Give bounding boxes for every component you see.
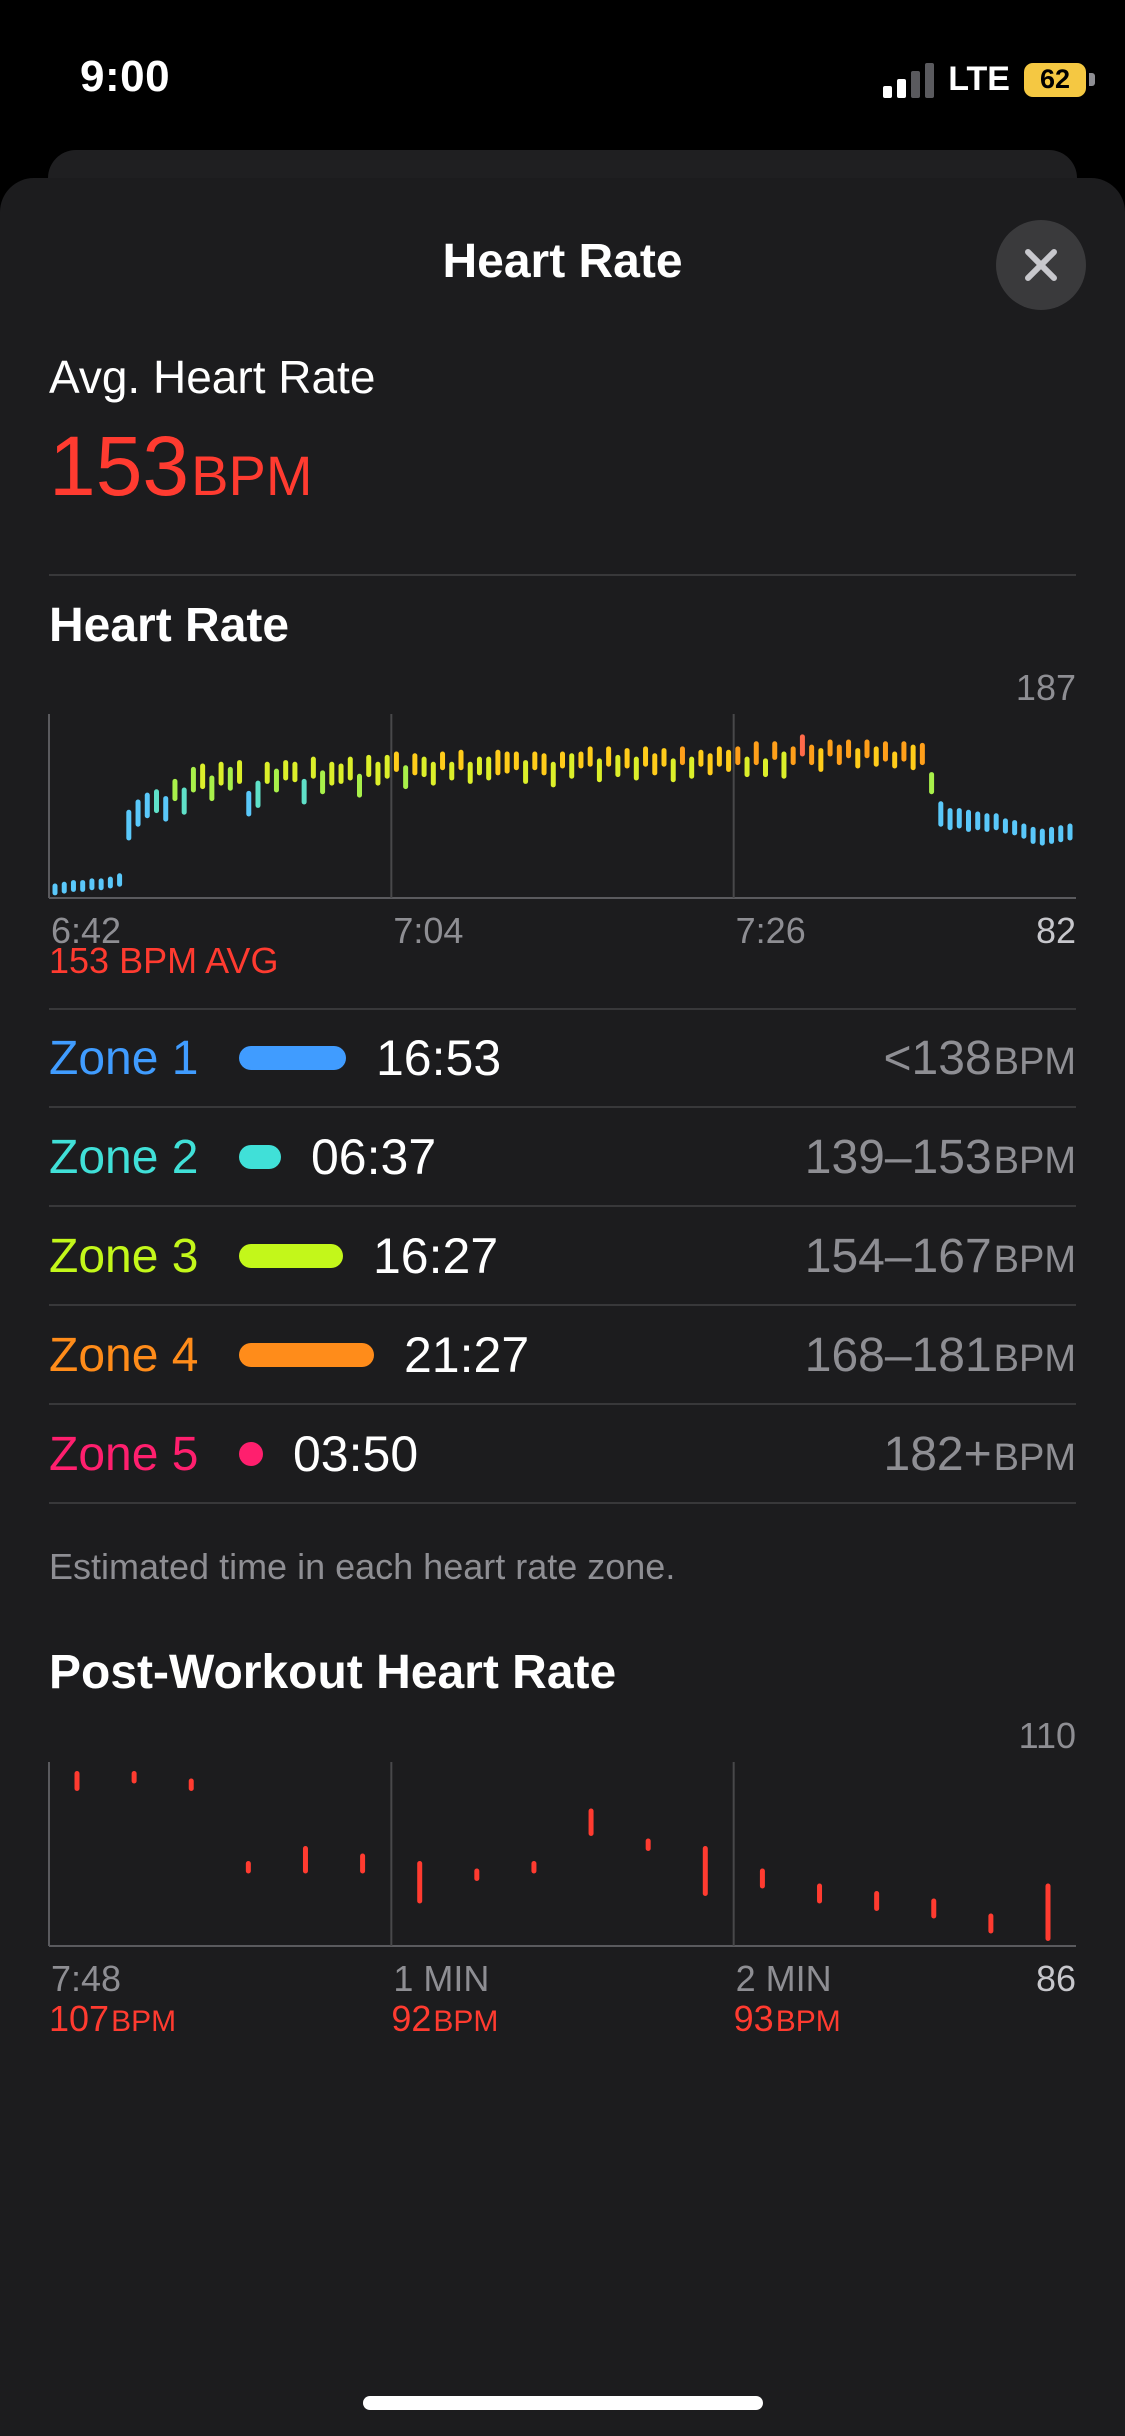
- status-time: 9:00: [80, 52, 171, 101]
- zone-time: 16:53: [376, 1030, 502, 1086]
- battery-level: 62: [1024, 62, 1086, 97]
- avg-caption: 153 BPM AVG: [49, 940, 279, 981]
- zone-row: Zone 4 21:27 168–181 BPM: [49, 1307, 1076, 1405]
- zone-range-unit: BPM: [993, 1238, 1076, 1281]
- status-indicators: LTE 62: [883, 60, 1095, 99]
- zone-name: Zone 3: [49, 1229, 199, 1283]
- zone-time: 06:37: [311, 1129, 437, 1185]
- divider: [49, 574, 1076, 576]
- y-max-label: 187: [1016, 667, 1076, 708]
- zone-bar: [239, 1442, 263, 1466]
- close-button[interactable]: [996, 220, 1086, 310]
- post-workout-title: Post-Workout Heart Rate: [49, 1646, 617, 1699]
- x-tick-label: 2 MIN: [736, 1958, 832, 1999]
- zone-range: 182+ BPM: [884, 1427, 1076, 1482]
- zone-range: 154–167 BPM: [805, 1229, 1076, 1284]
- zone-bar: [239, 1244, 343, 1268]
- status-bar: 9:00 LTE 62: [0, 0, 1125, 150]
- reading-value: 93: [733, 1998, 774, 2039]
- zone-range: 139–153 BPM: [805, 1130, 1076, 1185]
- close-icon: [1025, 249, 1057, 281]
- post-workout-reading: 93 BPM: [734, 1998, 841, 2040]
- zone-time: 03:50: [293, 1426, 419, 1482]
- zone-time: 21:27: [404, 1327, 530, 1383]
- avg-heart-rate-number: 153: [49, 419, 190, 513]
- zone-bar: [239, 1046, 346, 1070]
- zone-range: 168–181 BPM: [805, 1328, 1076, 1383]
- zone-name: Zone 1: [49, 1031, 199, 1085]
- zone-range-value: 139–153: [804, 1130, 992, 1184]
- zone-note: Estimated time in each heart rate zone.: [49, 1546, 676, 1587]
- sheet-title: Heart Rate: [442, 235, 683, 288]
- post-workout-chart: 110 86 7:48 1 MIN 2 MIN: [48, 1715, 1076, 1999]
- battery-icon: 62: [1024, 62, 1095, 97]
- heart-rate-sheet: Heart Rate Avg. Heart Rate 153 BPM Heart…: [0, 178, 1125, 2436]
- zone-range-unit: BPM: [993, 1040, 1076, 1083]
- zone-range-value: 182+: [883, 1427, 992, 1481]
- post-workout-reading: 107 BPM: [49, 1998, 176, 2040]
- post-workout-reading: 92 BPM: [391, 1998, 498, 2040]
- reading-unit: BPM: [775, 2005, 841, 2038]
- zone-row: Zone 1 16:53 <138 BPM: [49, 1010, 1076, 1108]
- reading-value: 92: [391, 1998, 432, 2039]
- zone-row: Zone 5 03:50 182+ BPM: [49, 1406, 1076, 1504]
- network-type: LTE: [948, 60, 1010, 98]
- avg-heart-rate-unit: BPM: [191, 444, 313, 507]
- divider: [49, 1008, 1076, 1010]
- zone-row: Zone 2 06:37 139–153 BPM: [49, 1109, 1076, 1207]
- zone-row: Zone 3 16:27 154–167 BPM: [49, 1208, 1076, 1306]
- zone-range-value: 154–167: [804, 1229, 992, 1283]
- zone-range-unit: BPM: [993, 1139, 1076, 1182]
- x-tick-label: 7:26: [736, 910, 806, 951]
- avg-heart-rate-value: 153 BPM: [49, 418, 313, 515]
- zone-range-unit: BPM: [993, 1337, 1076, 1380]
- x-tick-label: 7:04: [393, 910, 463, 951]
- reading-unit: BPM: [111, 2005, 177, 2038]
- zone-name: Zone 5: [49, 1427, 199, 1481]
- heart-rate-chart: 187 82 6:42 7:04 7:26: [48, 667, 1076, 951]
- zone-name: Zone 2: [49, 1130, 199, 1184]
- reading-unit: BPM: [433, 2005, 499, 2038]
- reading-value: 107: [49, 1998, 110, 2039]
- zone-range-unit: BPM: [993, 1436, 1076, 1479]
- cellular-signal-icon: [883, 62, 935, 98]
- home-indicator[interactable]: [363, 2396, 763, 2410]
- heart-rate-chart-title: Heart Rate: [49, 599, 290, 652]
- zone-range: <138 BPM: [884, 1031, 1076, 1086]
- zone-name: Zone 4: [49, 1328, 199, 1382]
- zone-bar: [239, 1343, 374, 1367]
- zone-bar: [239, 1145, 281, 1169]
- x-tick-label: 1 MIN: [393, 1958, 489, 1999]
- zone-time: 16:27: [373, 1228, 499, 1284]
- zone-range-value: <138: [883, 1031, 992, 1085]
- y-max-label: 110: [1019, 1715, 1076, 1756]
- zone-range-value: 168–181: [804, 1328, 992, 1382]
- x-tick-label: 6:42: [51, 910, 121, 951]
- avg-heart-rate-label: Avg. Heart Rate: [49, 351, 376, 403]
- y-min-label: 82: [1036, 910, 1076, 951]
- x-tick-label: 7:48: [51, 1958, 121, 1999]
- y-min-label: 86: [1036, 1958, 1076, 1999]
